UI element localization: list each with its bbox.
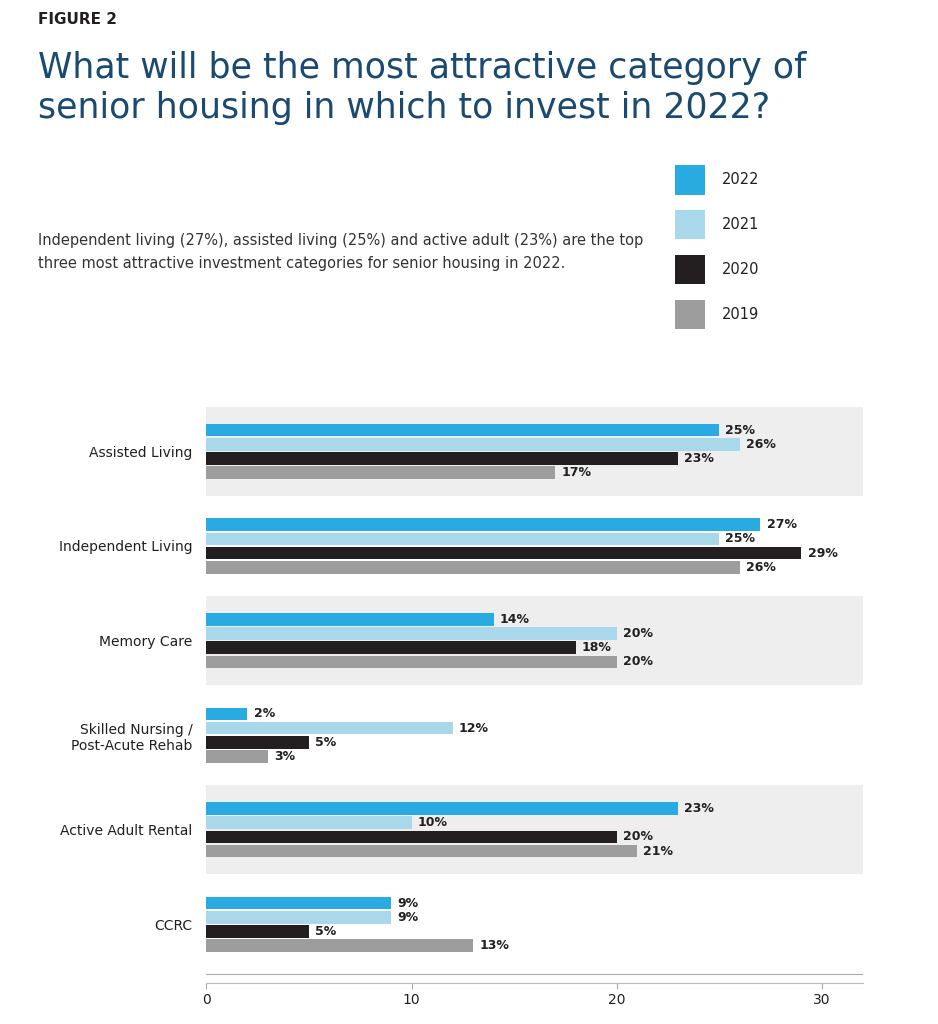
Bar xyxy=(206,897,391,909)
Text: 2021: 2021 xyxy=(722,217,760,232)
Text: 9%: 9% xyxy=(397,910,418,924)
Text: 25%: 25% xyxy=(725,424,755,436)
Text: 20%: 20% xyxy=(623,830,653,844)
Text: 2019: 2019 xyxy=(722,307,760,322)
Bar xyxy=(206,736,309,749)
Bar xyxy=(206,407,863,496)
Bar xyxy=(206,816,412,829)
Text: 5%: 5% xyxy=(315,736,337,749)
Text: 2%: 2% xyxy=(253,708,275,721)
Bar xyxy=(206,532,719,545)
Text: 20%: 20% xyxy=(623,655,653,669)
FancyBboxPatch shape xyxy=(675,300,705,329)
Text: 12%: 12% xyxy=(459,722,489,734)
Bar xyxy=(206,613,493,626)
Text: 29%: 29% xyxy=(808,547,838,559)
Bar xyxy=(206,845,637,857)
FancyBboxPatch shape xyxy=(675,255,705,284)
Bar xyxy=(206,561,740,573)
Bar xyxy=(206,785,863,874)
Bar xyxy=(206,708,248,720)
Text: 13%: 13% xyxy=(479,939,509,952)
Text: 26%: 26% xyxy=(746,561,776,573)
Text: FIGURE 2: FIGURE 2 xyxy=(38,11,116,27)
Text: 27%: 27% xyxy=(766,518,796,531)
Text: 2020: 2020 xyxy=(722,262,760,276)
Bar xyxy=(206,722,452,734)
Text: What will be the most attractive category of
senior housing in which to invest i: What will be the most attractive categor… xyxy=(38,50,806,125)
Bar xyxy=(206,466,555,479)
Text: 3%: 3% xyxy=(274,750,295,763)
Text: 26%: 26% xyxy=(746,438,776,451)
Text: 5%: 5% xyxy=(315,925,337,938)
Bar xyxy=(206,453,678,465)
Text: 9%: 9% xyxy=(397,897,418,909)
Text: 20%: 20% xyxy=(623,627,653,640)
Text: 21%: 21% xyxy=(643,845,673,857)
Bar xyxy=(206,655,616,668)
Text: 23%: 23% xyxy=(685,802,715,815)
Bar xyxy=(206,802,678,815)
Bar xyxy=(206,438,740,451)
Bar xyxy=(206,911,391,924)
Bar xyxy=(206,518,761,531)
Text: 2022: 2022 xyxy=(722,172,760,187)
Text: 23%: 23% xyxy=(685,452,715,465)
Text: Independent living (27%), assisted living (25%) and active adult (23%) are the t: Independent living (27%), assisted livin… xyxy=(38,233,643,271)
Bar xyxy=(206,596,863,685)
Bar xyxy=(206,641,576,654)
FancyBboxPatch shape xyxy=(675,210,705,240)
Bar xyxy=(206,939,473,952)
Text: 14%: 14% xyxy=(500,612,530,626)
Bar xyxy=(206,926,309,938)
Text: 10%: 10% xyxy=(417,816,447,829)
Text: 25%: 25% xyxy=(725,532,755,546)
Bar xyxy=(206,751,268,763)
Bar xyxy=(206,424,719,436)
Text: 18%: 18% xyxy=(582,641,612,654)
Bar xyxy=(206,628,616,640)
Bar xyxy=(206,830,616,843)
FancyBboxPatch shape xyxy=(675,165,705,195)
Text: 17%: 17% xyxy=(561,466,591,479)
Bar xyxy=(206,547,801,559)
